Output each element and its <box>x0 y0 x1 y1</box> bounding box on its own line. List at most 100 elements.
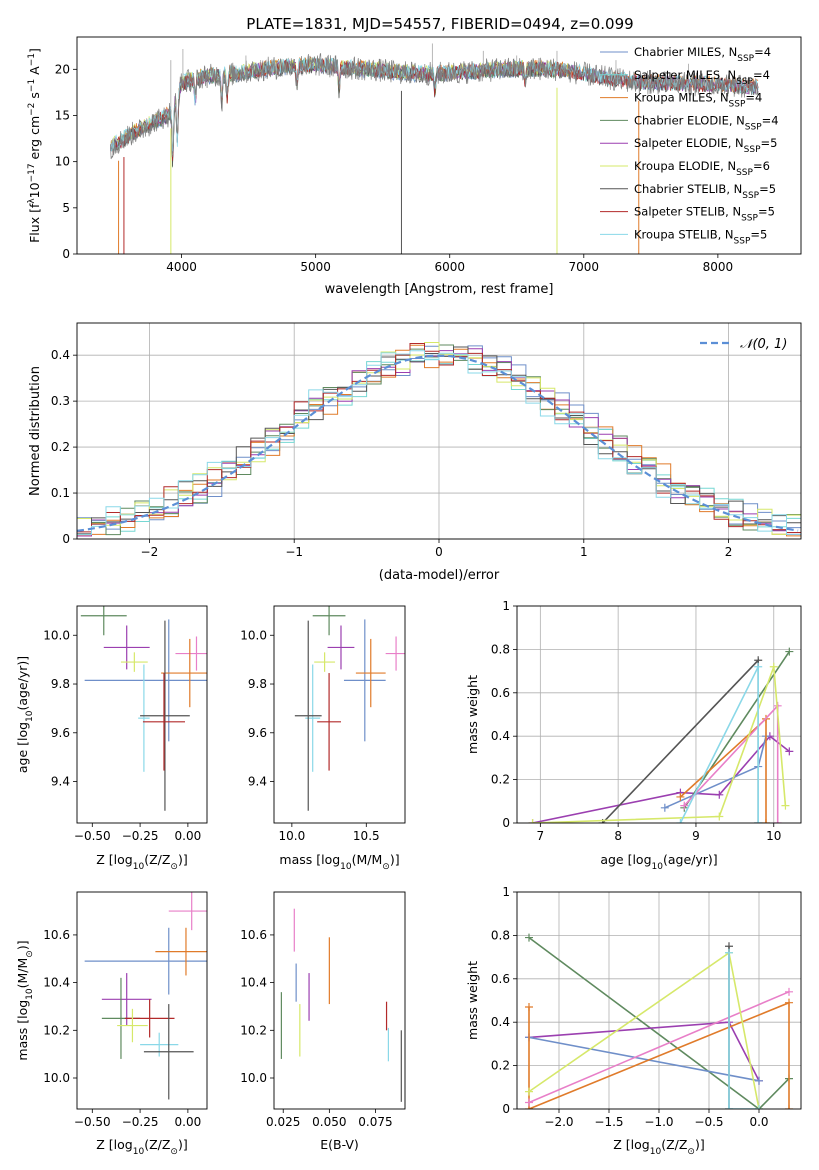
label-part: =4 <box>753 68 770 82</box>
x-tick-label: 10.0 <box>279 829 306 843</box>
weight-marker <box>525 933 533 942</box>
x-axis-label: age [log10(age/yr)] <box>600 852 717 872</box>
label-part: Salpeter STELIB, N <box>634 205 741 219</box>
normal-curve <box>77 354 799 532</box>
x-tick-label: −0.50 <box>74 1115 111 1129</box>
label-part: SSP <box>736 77 753 87</box>
label-part: Kroupa STELIB, N <box>634 227 734 241</box>
axes-frame <box>516 605 802 824</box>
label-part: (Z/Z <box>144 1137 170 1152</box>
label-part: Z [log <box>96 852 132 867</box>
y-tick-label: 0.1 <box>51 486 70 500</box>
weight-marker <box>785 998 793 1007</box>
label-part: erg cm <box>27 116 42 164</box>
x-tick-label: 4000 <box>166 260 197 274</box>
label-part: −2 <box>27 103 37 116</box>
weight-marker <box>660 803 669 812</box>
x-tick-label: −0.5 <box>694 1115 723 1129</box>
weight-marker <box>785 747 794 756</box>
label-part: =5 <box>761 136 778 150</box>
y-tick-label: 9.8 <box>248 677 267 691</box>
weight-marker <box>715 790 724 799</box>
label-part: 10 <box>133 862 145 872</box>
legend-entry: Salpeter STELIB, NSSP=5 <box>634 205 775 224</box>
axes-frame <box>516 891 802 1110</box>
label-part: =5 <box>750 227 767 241</box>
weight_vs_Z-axes: −2.0 −1.5 −1.0 −0.5 0.0 0 0.2 0.4 0.6 0.8 1 Z [log1… <box>465 885 802 1157</box>
y-axis-label: mass weight <box>465 961 480 1040</box>
weight-marker <box>769 662 778 671</box>
y-tick-label: 15 <box>55 108 70 122</box>
label-part: (M/M <box>352 852 383 867</box>
label-part: =4 <box>762 113 779 127</box>
legend-entry: Chabrier STELIB, NSSP=5 <box>634 182 776 201</box>
y-tick-label: 10 <box>55 155 70 169</box>
label-part: Chabrier ELODIE, N <box>634 113 745 127</box>
label-part: SSP <box>745 122 762 132</box>
weight-marker <box>785 987 793 996</box>
x-tick-label: 10 <box>766 829 781 843</box>
weight-line-2 <box>528 1036 760 1082</box>
axes-frame <box>76 605 208 824</box>
weight-marker <box>773 819 782 823</box>
x-axis-label: Z [log10(Z/Z⊙)] <box>96 852 187 872</box>
x-tick-label: 0.00 <box>175 1115 202 1129</box>
label-part: A <box>27 66 42 79</box>
label-part: =5 <box>758 205 775 219</box>
label-part: =4 <box>754 45 771 59</box>
axes-frame <box>76 891 208 1110</box>
y-axis-label: mass weight <box>465 675 480 754</box>
label-part: =4 <box>745 91 762 105</box>
label-part: age [log <box>15 722 30 773</box>
y-tick-label: 10.2 <box>43 1023 70 1037</box>
label-part: −1 <box>27 79 37 92</box>
y-tick-label: 9.4 <box>248 775 267 789</box>
legend-entry: Chabrier ELODIE, NSSP=4 <box>634 113 779 132</box>
y-tick-label: 0.2 <box>491 1059 510 1073</box>
y-tick-label: 9.6 <box>248 726 267 740</box>
y-tick-label: 10.0 <box>240 628 267 642</box>
label-part: SSP <box>736 168 753 178</box>
weight-marker <box>680 801 689 810</box>
label-part: ⊙ <box>170 1147 178 1157</box>
residuals-axes: −2 −1 0 1 2 0 0.1 0.2 0.3 0.4 𝒩(0, 1) (data-model)/… <box>28 322 802 583</box>
plot-area <box>280 908 402 1102</box>
label-part: 10 <box>25 988 35 1000</box>
weight-marker <box>785 1105 793 1109</box>
figure-title: PLATE=1831, MJD=54557, FIBERID=0494, z=0… <box>246 15 633 33</box>
weight-marker <box>676 819 685 823</box>
label-part: SSP <box>742 191 759 201</box>
plot-area <box>110 43 759 254</box>
y-tick-label: 10.2 <box>240 1023 267 1037</box>
x-tick-label: −1.5 <box>594 1115 623 1129</box>
label-part: 10 <box>133 1147 145 1157</box>
y-tick-label: 0.2 <box>51 440 70 454</box>
label-part: 10 <box>650 1147 662 1157</box>
label-part: SSP <box>734 236 751 246</box>
label-part: Z [log <box>96 1137 132 1152</box>
legend-entry: Kroupa STELIB, NSSP=5 <box>634 227 767 246</box>
label-part: 10 <box>652 862 664 872</box>
y-tick-label: 10.6 <box>43 928 70 942</box>
x-tick-label: 1 <box>580 545 588 559</box>
legend-entry: 𝒩(0, 1) <box>740 337 787 352</box>
label-part: )] <box>695 1137 705 1152</box>
mass_vs_ebv-axes: 0.025 0.050 0.075 10.0 10.2 10.4 10.6 E(B-V) <box>240 891 406 1152</box>
weight-marker <box>725 1105 733 1109</box>
label-part: −1 <box>27 53 37 66</box>
label-part: (Z/Z <box>661 1137 687 1152</box>
x-tick-label: 8 <box>614 829 622 843</box>
weight-marker <box>755 1076 763 1085</box>
y-tick-label: 0.8 <box>491 642 510 656</box>
legend-entry: Kroupa ELODIE, NSSP=6 <box>634 159 770 178</box>
legend-entry: Salpeter MILES, NSSP=4 <box>634 68 770 87</box>
weight-marker <box>525 1087 533 1096</box>
weight-marker <box>761 819 770 823</box>
x-tick-label: 9 <box>692 829 700 843</box>
y-tick-label: 20 <box>55 62 70 76</box>
weight-marker <box>528 819 537 823</box>
x-tick-label: 0.075 <box>358 1115 392 1129</box>
label-part: )] <box>15 940 30 950</box>
